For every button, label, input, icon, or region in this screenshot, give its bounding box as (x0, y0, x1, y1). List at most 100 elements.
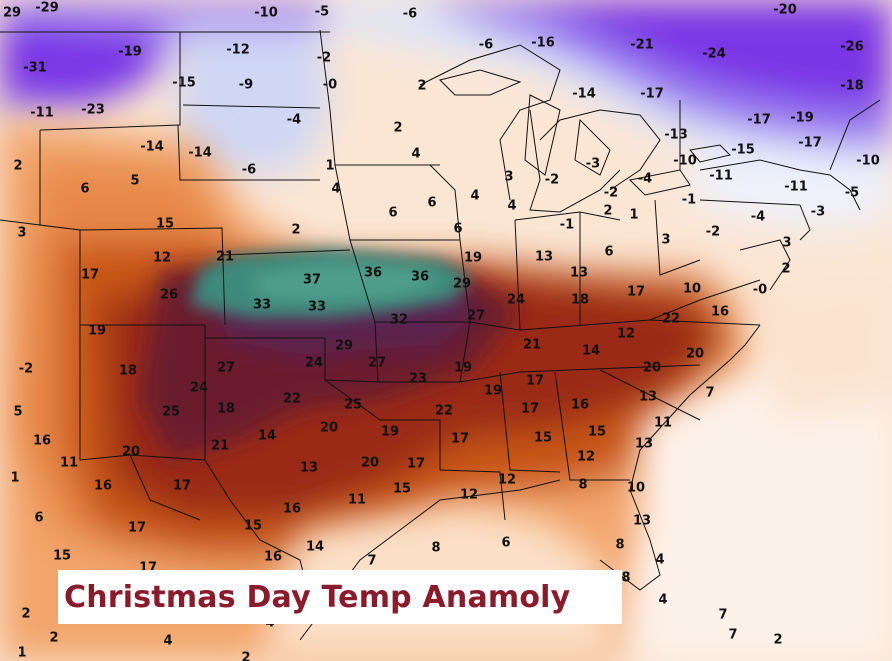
anomaly-value-label: 11 (654, 416, 672, 431)
anomaly-value-label: 29 (453, 277, 471, 292)
anomaly-value-label: 17 (407, 457, 425, 472)
anomaly-value-label: 18 (571, 293, 589, 308)
lake-outlines (439, 69, 731, 196)
anomaly-value-label: 27 (368, 356, 386, 371)
anomaly-value-label: 21 (216, 250, 234, 265)
anomaly-value-label: -21 (630, 38, 654, 53)
anomaly-value-label: 24 (190, 381, 208, 396)
anomaly-value-label: -14 (572, 87, 596, 102)
anomaly-value-label: 16 (33, 434, 51, 449)
anomaly-value-label: 8 (431, 541, 440, 556)
anomaly-value-label: -2 (19, 362, 33, 377)
title-banner: Christmas Day Temp Anamoly (58, 570, 622, 624)
anomaly-value-label: 6 (501, 536, 510, 551)
anomaly-value-label: 17 (173, 479, 191, 494)
anomaly-value-label: -6 (242, 163, 256, 178)
anomaly-value-label: 2 (773, 633, 782, 648)
anomaly-value-label: 13 (300, 461, 318, 476)
anomaly-value-label: 6 (80, 182, 89, 197)
anomaly-value-label: 22 (662, 312, 680, 327)
anomaly-value-label: 1 (17, 646, 26, 661)
anomaly-value-label: 4 (331, 182, 340, 197)
anomaly-value-label: 20 (643, 361, 661, 376)
anomaly-value-label: 18 (119, 364, 137, 379)
anomaly-value-label: 36 (364, 266, 382, 281)
anomaly-value-label: -24 (702, 47, 726, 62)
anomaly-value-label: 36 (411, 270, 429, 285)
anomaly-value-label: 10 (683, 282, 701, 297)
anomaly-value-label: -5 (845, 186, 859, 201)
anomaly-value-label: 14 (582, 344, 600, 359)
anomaly-value-label: 16 (283, 502, 301, 517)
anomaly-value-label: 24 (507, 293, 525, 308)
anomaly-value-label: -2 (545, 173, 559, 188)
anomaly-value-label: 12 (153, 251, 171, 266)
anomaly-value-label: 22 (283, 392, 301, 407)
anomaly-value-label: 4 (655, 553, 664, 568)
anomaly-value-label: 16 (571, 398, 589, 413)
anomaly-value-label: 6 (34, 511, 43, 526)
anomaly-value-label: 7 (728, 628, 737, 643)
anomaly-value-label: 2 (13, 159, 22, 174)
anomaly-value-label: 2 (21, 607, 30, 622)
anomaly-value-label: 15 (156, 217, 174, 232)
anomaly-value-label: 5 (130, 174, 139, 189)
anomaly-value-label: 16 (94, 479, 112, 494)
anomaly-value-label: 2 (603, 204, 612, 219)
anomaly-value-label: 15 (393, 482, 411, 497)
anomaly-value-label: -4 (287, 113, 301, 128)
anomaly-value-label: -6 (479, 38, 493, 53)
anomaly-value-label: 13 (639, 390, 657, 405)
anomaly-value-label: -11 (709, 169, 733, 184)
anomaly-value-label: 16 (711, 305, 729, 320)
anomaly-value-label: 2 (291, 223, 300, 238)
anomaly-value-label: 23 (409, 372, 427, 387)
anomaly-value-label: 15 (588, 425, 606, 440)
anomaly-value-label: -31 (23, 61, 47, 76)
anomaly-value-label: -4 (751, 210, 765, 225)
anomaly-value-label: 2 (417, 79, 426, 94)
anomaly-value-label: 17 (128, 521, 146, 536)
anomaly-value-label: -9 (239, 78, 253, 93)
anomaly-value-label: 7 (367, 554, 376, 569)
anomaly-value-label: 17 (526, 374, 544, 389)
anomaly-value-label: 6 (453, 222, 462, 237)
anomaly-value-label: -17 (747, 113, 771, 128)
anomaly-value-label: -6 (403, 7, 417, 22)
anomaly-value-label: -14 (188, 146, 212, 161)
anomaly-value-label: 1 (629, 208, 638, 223)
anomaly-value-label: 13 (570, 266, 588, 281)
anomaly-value-label: 4 (411, 147, 420, 162)
anomaly-value-label: 19 (484, 384, 502, 399)
anomaly-value-label: 6 (604, 245, 613, 260)
anomaly-value-label: 25 (162, 405, 180, 420)
anomaly-value-label: 12 (460, 488, 478, 503)
anomaly-value-label: 4 (163, 634, 172, 649)
anomaly-value-label: 19 (464, 251, 482, 266)
anomaly-value-label: 8 (621, 571, 630, 586)
anomaly-value-label: 21 (523, 338, 541, 353)
state-borders (0, 29, 881, 641)
anomaly-value-label: -15 (731, 143, 755, 158)
anomaly-value-label: 13 (633, 514, 651, 529)
anomaly-value-label: 17 (451, 432, 469, 447)
anomaly-value-label: 13 (635, 437, 653, 452)
anomaly-value-label: -2 (604, 186, 618, 201)
anomaly-value-label: -12 (226, 43, 250, 58)
anomaly-value-label: -1 (682, 193, 696, 208)
anomaly-value-label: -1 (560, 218, 574, 233)
anomaly-value-label: 11 (60, 456, 78, 471)
anomaly-value-label: 19 (88, 324, 106, 339)
anomaly-value-label: -13 (664, 128, 688, 143)
anomaly-value-label: 6 (427, 196, 436, 211)
anomaly-value-label: 4 (658, 593, 667, 608)
anomaly-value-label: 29 (3, 6, 21, 21)
anomaly-value-label: 20 (122, 445, 140, 460)
anomaly-value-label: 15 (53, 549, 71, 564)
anomaly-value-label: 15 (534, 431, 552, 446)
anomaly-value-label: 26 (160, 288, 178, 303)
anomaly-value-label: -10 (856, 154, 880, 169)
anomaly-value-label: 7 (718, 608, 727, 623)
anomaly-value-label: 10 (627, 481, 645, 496)
anomaly-value-label: -0 (753, 283, 767, 298)
